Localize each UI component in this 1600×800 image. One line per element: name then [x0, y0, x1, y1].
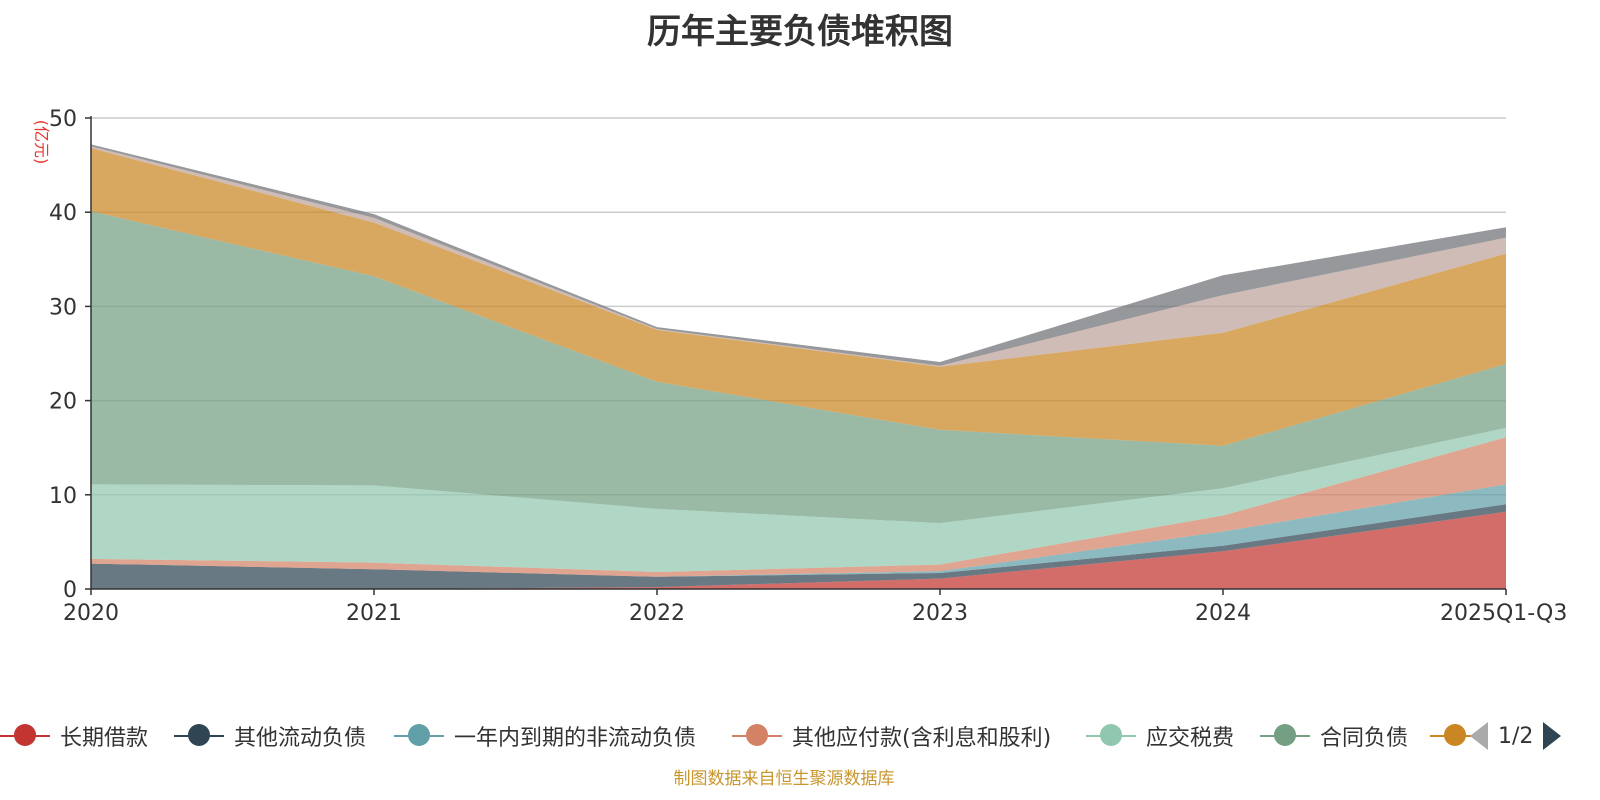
legend-next-arrow-icon[interactable] [1543, 722, 1562, 750]
legend-prev-arrow-icon[interactable] [1470, 722, 1488, 750]
y-tick-label: 10 [49, 484, 77, 509]
x-tick-label: 2023 [912, 601, 968, 626]
area-series-1 [91, 504, 1506, 589]
legend: 长期借款 其他流动负债 一年内到期的非流动负债 其他应付款(含利息和股利) 应交税费 合同… [0, 718, 1600, 754]
legend-item[interactable] [1430, 718, 1480, 754]
legend-pager: 1/2 [1470, 718, 1562, 754]
legend-marker-icon [394, 724, 444, 746]
legend-dot-icon [1444, 724, 1466, 746]
chart-area: 0 10 20 30 40 50 2020 2021 2022 2023 2024 2025Q1-Q3… [32, 107, 1567, 626]
legend-marker-icon [1430, 724, 1480, 746]
legend-item[interactable]: 应交税费 [1086, 718, 1234, 754]
y-tick-label: 30 [49, 295, 77, 320]
legend-dot-icon [14, 724, 36, 746]
area-series-0 [91, 511, 1506, 589]
legend-page-indicator: 1/2 [1498, 723, 1534, 749]
chart-title: 历年主要负债堆积图 [647, 12, 953, 52]
legend-item[interactable]: 其他流动负债 [174, 718, 366, 754]
legend-dot-icon [188, 724, 210, 746]
legend-dot-icon [408, 724, 430, 746]
legend-dot-icon [1274, 724, 1296, 746]
legend-marker-icon [0, 724, 50, 746]
legend-item[interactable]: 长期借款 [0, 718, 148, 754]
area-series-4 [91, 427, 1506, 572]
legend-marker-icon [1086, 724, 1136, 746]
legend-dot-icon [1100, 724, 1122, 746]
y-tick-label: 20 [49, 390, 77, 415]
legend-label: 其他流动负债 [234, 726, 367, 751]
data-source-note: 制图数据来自恒生聚源数据库 [673, 769, 895, 789]
x-tick-label: 2024 [1195, 601, 1251, 626]
legend-label: 一年内到期的非流动负债 [454, 726, 697, 751]
legend-clip [1452, 0, 1458, 36]
legend-label: 长期借款 [60, 726, 149, 751]
legend-dot-icon [746, 724, 768, 746]
area-series-5 [91, 211, 1506, 524]
y-tick-label: 50 [49, 107, 77, 132]
y-axis-unit-label: (亿元) [32, 120, 51, 165]
area-series-3 [91, 437, 1506, 577]
x-tick-label: 2025Q1-Q3 [1440, 601, 1567, 626]
x-tick-label: 2022 [629, 601, 685, 626]
legend-marker-icon [732, 724, 782, 746]
legend-item[interactable]: 其他应付款(含利息和股利) [732, 718, 1051, 754]
legend-item[interactable]: 一年内到期的非流动负债 [394, 718, 696, 754]
x-tick-label: 2020 [63, 601, 119, 626]
legend-marker-icon [174, 724, 224, 746]
area-series-8 [91, 144, 1506, 366]
legend-label: 应交税费 [1146, 726, 1235, 751]
y-tick-label: 40 [49, 201, 77, 226]
legend-label: 其他应付款(含利息和股利) [792, 726, 1052, 751]
legend-marker-icon [1260, 724, 1310, 746]
area-series-6 [91, 148, 1506, 446]
legend-label: 合同负债 [1320, 726, 1409, 751]
legend-item[interactable]: 合同负债 [1260, 718, 1408, 754]
y-tick-label: 0 [63, 578, 77, 603]
x-tick-label: 2021 [346, 601, 402, 626]
